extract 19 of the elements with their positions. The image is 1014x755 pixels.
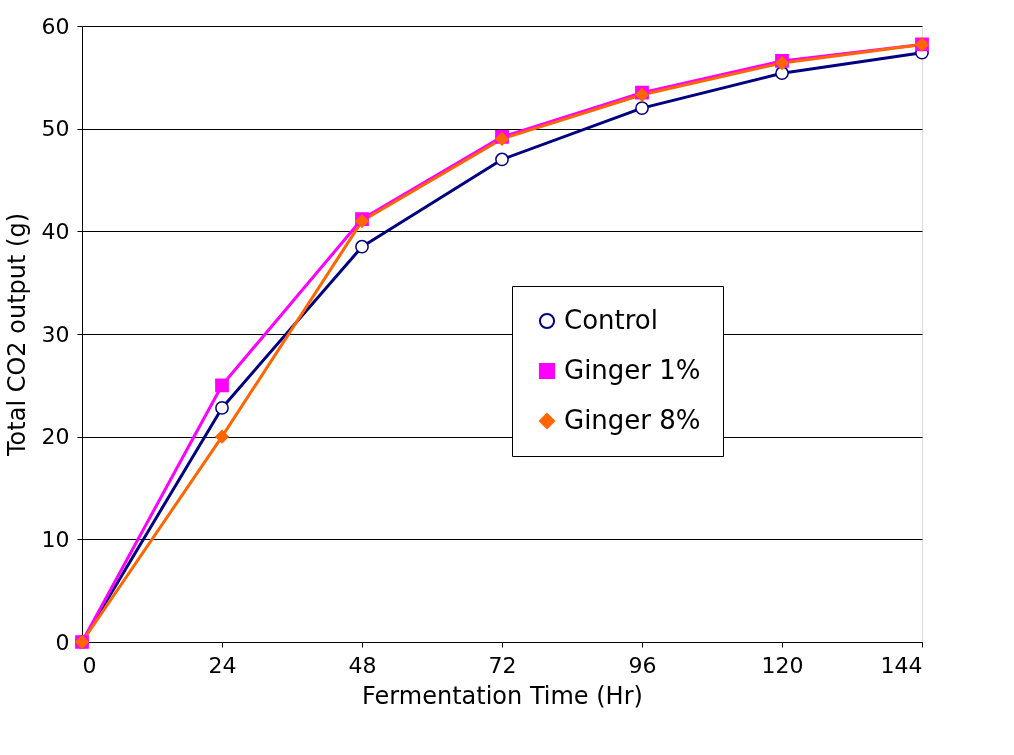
y-tick-label: 40	[41, 218, 70, 244]
x-tick-label: 144	[880, 652, 923, 678]
x-tick-label: 96	[628, 652, 657, 678]
legend-label: Ginger 1%	[564, 355, 701, 385]
y-tick-label: 60	[41, 13, 70, 39]
y-axis-title: Total CO2 output (g)	[2, 213, 31, 457]
y-tick-label: 0	[55, 629, 70, 655]
x-tick-label: 120	[761, 652, 804, 678]
x-tick-label: 72	[488, 652, 517, 678]
y-tick-label: 10	[41, 526, 70, 552]
y-tick-label: 50	[41, 116, 70, 142]
y-tick-label: 20	[41, 424, 70, 450]
legend-label: Control	[564, 305, 658, 335]
x-tick-label: 0	[82, 652, 97, 678]
x-tick-label: 48	[348, 652, 377, 678]
x-axis-title: Fermentation Time (Hr)	[362, 681, 643, 710]
legend-label: Ginger 8%	[564, 405, 701, 435]
y-tick-label: 30	[41, 321, 70, 347]
x-tick-label: 24	[208, 652, 237, 678]
